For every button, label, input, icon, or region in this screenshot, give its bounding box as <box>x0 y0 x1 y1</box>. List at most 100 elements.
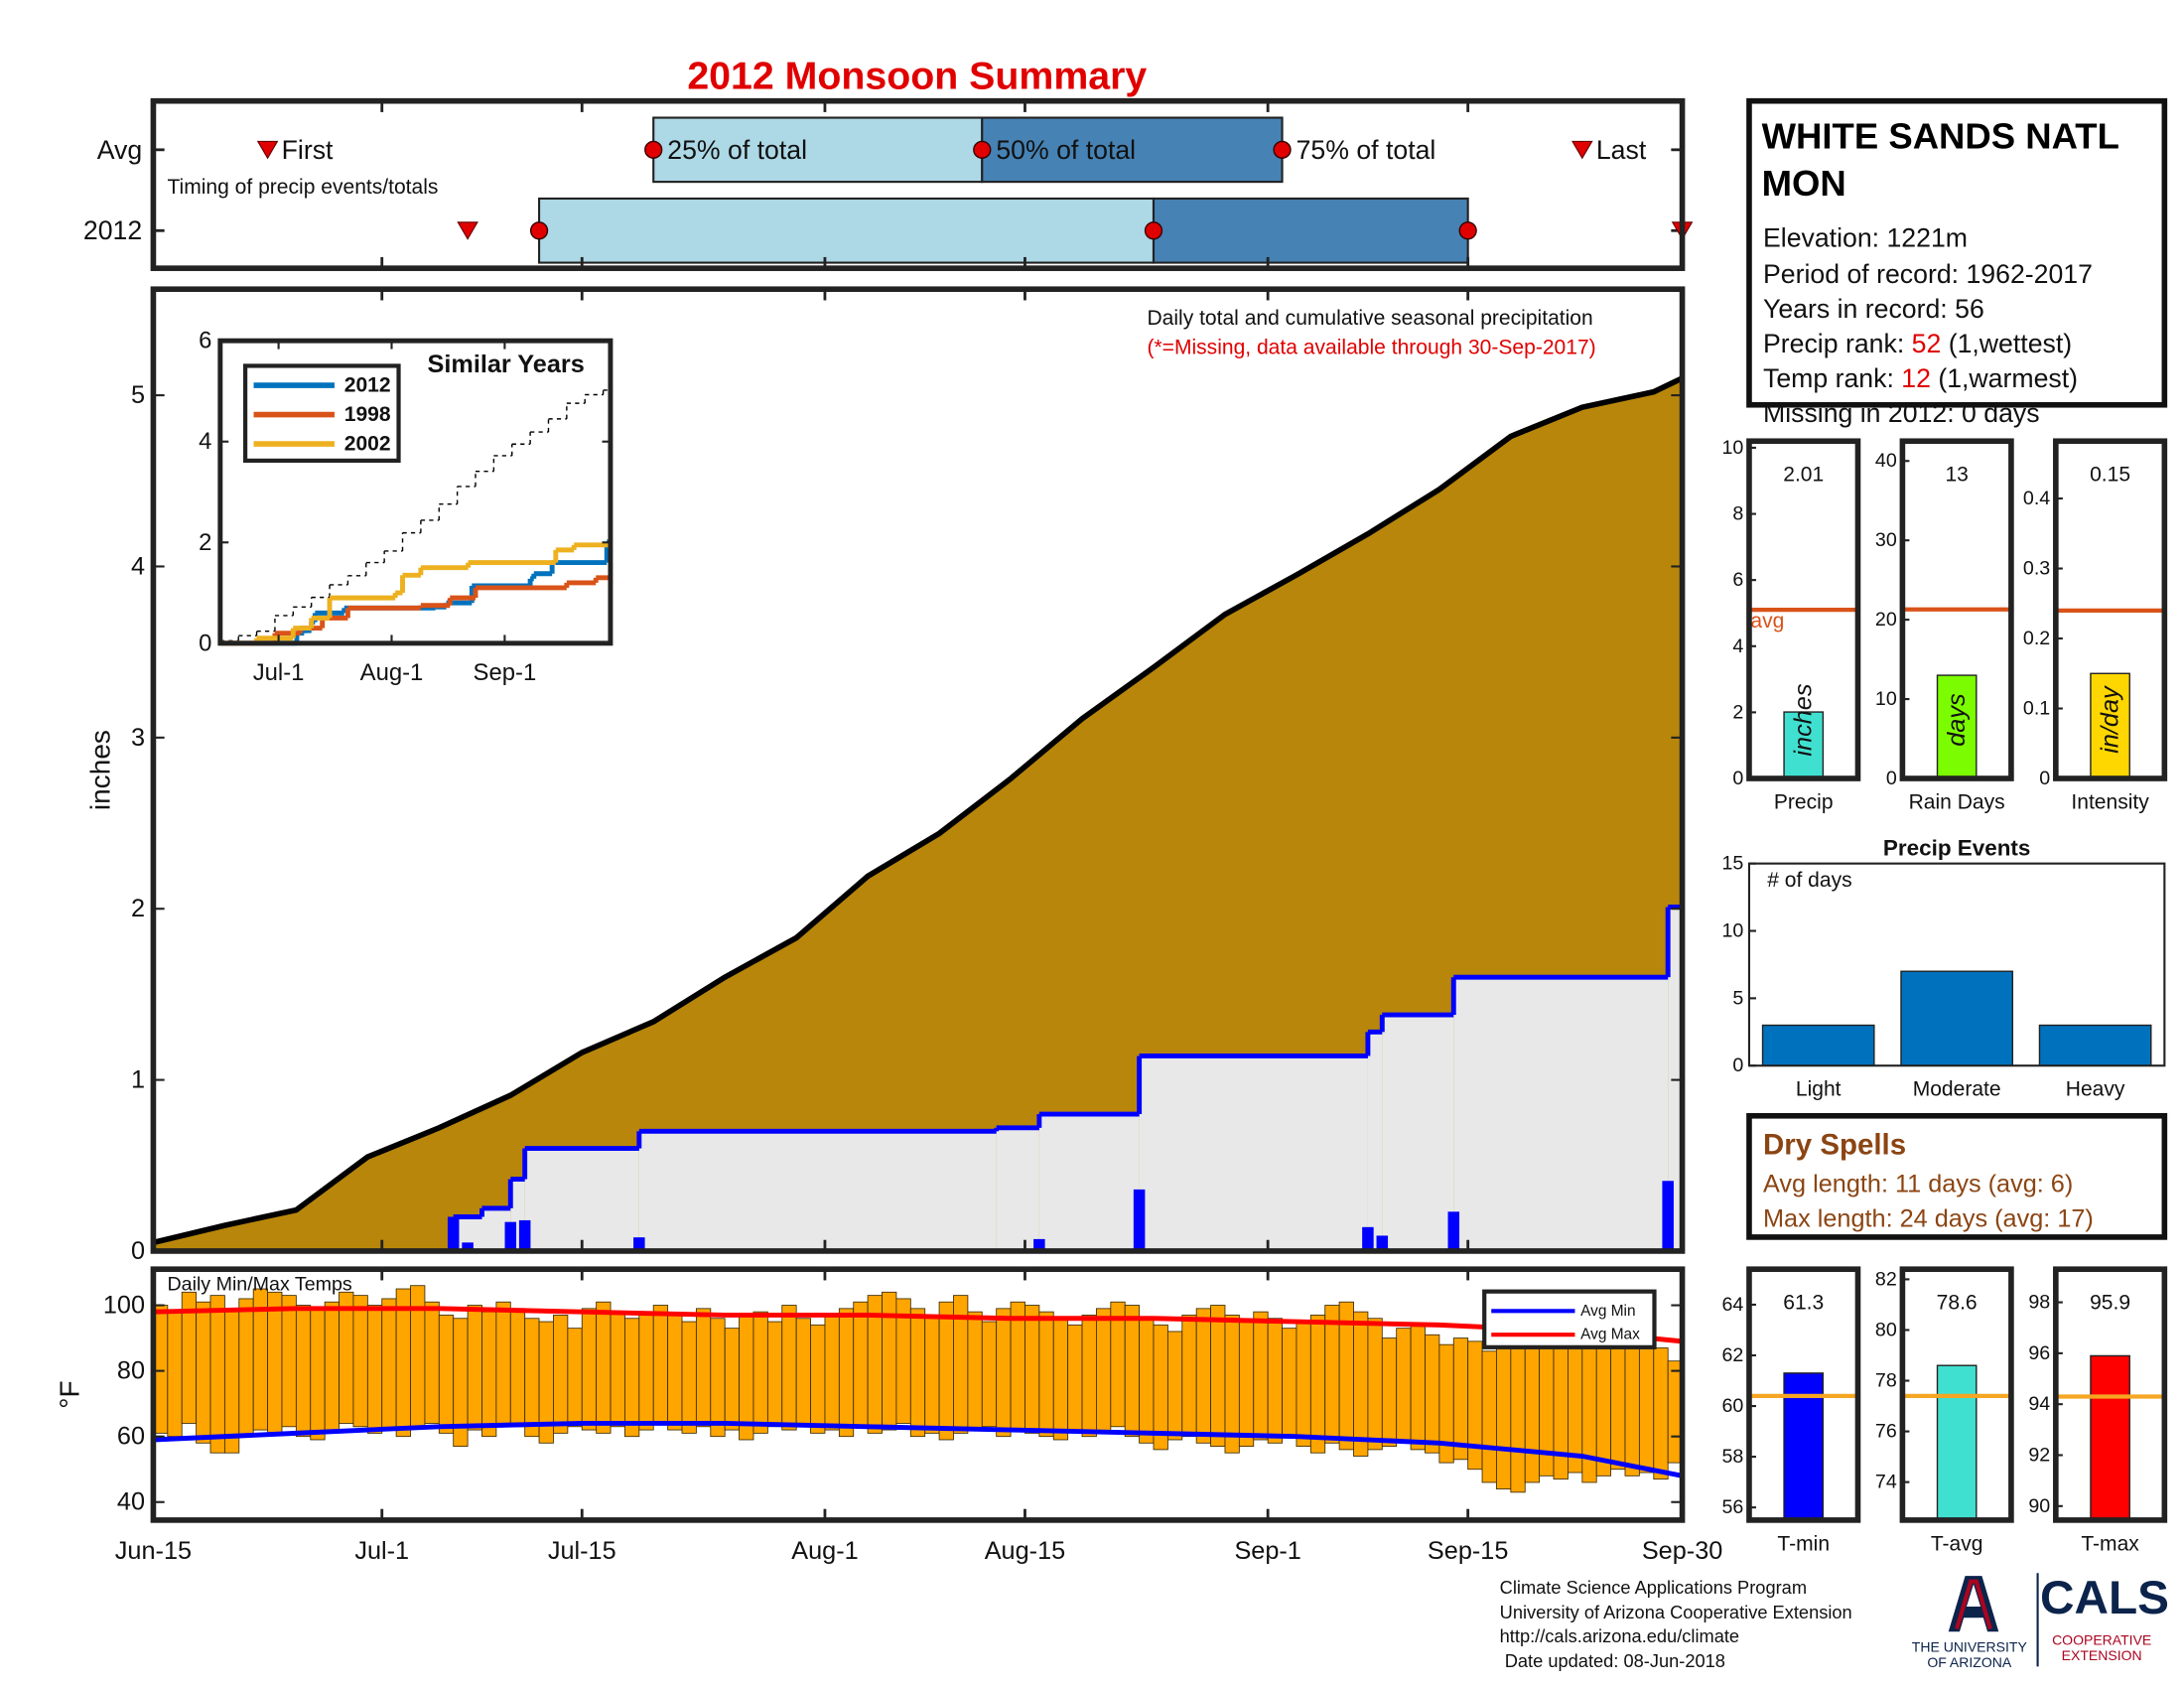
daily-bar <box>462 1242 474 1251</box>
y-tick-label: 82 <box>1875 1268 1897 1290</box>
extension-name: COOPERATIVE <box>2052 1632 2151 1648</box>
temp-range-bar <box>1081 1315 1097 1438</box>
temp-range-bar <box>223 1308 240 1454</box>
ua-name: THE UNIVERSITY <box>1912 1639 2028 1655</box>
chart-title: 2012 Monsoon Summary <box>687 54 1147 97</box>
y-tick-label: 5 <box>1732 987 1743 1009</box>
x-tick-label: Jul-15 <box>548 1537 616 1565</box>
temp-range-bar <box>766 1321 783 1428</box>
y-tick-label: 60 <box>117 1423 145 1451</box>
temp-range-bar <box>1253 1311 1269 1441</box>
x-tick-label: Aug-15 <box>985 1537 1065 1565</box>
observed-area <box>1382 1015 1454 1251</box>
dry-spells-title: Dry Spells <box>1763 1129 1906 1162</box>
axes-box <box>1899 1266 2014 1523</box>
total-dot <box>644 140 663 159</box>
legend-label: Avg Min <box>1580 1303 1636 1320</box>
y-tick-label: 80 <box>1875 1319 1897 1340</box>
y-tick-label: 0 <box>1732 768 1743 789</box>
y-axis-label: °F <box>55 1380 85 1408</box>
temp-range-bar <box>1353 1311 1369 1457</box>
bar <box>2090 672 2130 779</box>
temp-range-bar <box>667 1315 683 1431</box>
y-tick-label: 98 <box>2028 1292 2050 1314</box>
y-tick-label: 40 <box>1875 450 1897 472</box>
row-label: 2012 <box>83 215 142 245</box>
y-tick-label: 96 <box>2028 1342 2050 1364</box>
temp-range-bar <box>196 1301 211 1444</box>
temp-range-bar <box>339 1291 354 1424</box>
temp-range-bar <box>1467 1340 1483 1471</box>
timing-label: 25% of total <box>667 135 807 165</box>
y-tick-label: 10 <box>1721 437 1743 459</box>
inset-title: Similar Years <box>427 351 584 378</box>
y-tick-label: 100 <box>103 1292 145 1320</box>
observed-area <box>1453 977 1669 1251</box>
x-tick-label: T-max <box>2081 1532 2139 1555</box>
panel-title: Daily Min/Max Temps <box>167 1274 351 1296</box>
temp-range-bar <box>1381 1337 1398 1448</box>
x-tick-label: T-avg <box>1931 1532 1983 1555</box>
legend-label: 1998 <box>344 403 391 426</box>
chart-title: Precip Events <box>1883 836 2031 861</box>
temp-range-bar <box>996 1308 1012 1438</box>
temp-range-bar <box>1224 1315 1240 1454</box>
temp-range-bar <box>1624 1343 1640 1477</box>
temp-range-bar <box>352 1295 368 1428</box>
y-tick-label: 56 <box>1721 1496 1743 1518</box>
daily-bar <box>518 1219 531 1251</box>
temp-range-bar <box>1496 1334 1512 1489</box>
y-tick-label: 74 <box>1875 1472 1897 1493</box>
y-tick-label: 60 <box>1721 1395 1743 1417</box>
temp-range-bar <box>909 1308 926 1438</box>
temp-range-bar <box>1410 1324 1426 1451</box>
x-tick-label: Light <box>1796 1078 1842 1101</box>
legend-label: Avg Max <box>1580 1327 1640 1343</box>
temp-range-bar <box>824 1315 840 1431</box>
temp-range-bar <box>1052 1318 1069 1441</box>
timing-label: First <box>282 135 334 165</box>
timing-label: 75% of total <box>1297 135 1436 165</box>
temp-range-bar <box>424 1301 440 1424</box>
daily-bar <box>1662 1181 1674 1251</box>
temp-range-bar <box>1324 1305 1340 1444</box>
temp-range-bar <box>1166 1331 1183 1441</box>
y-tick-label: 2 <box>131 895 145 922</box>
y-tick-label: 76 <box>1875 1421 1897 1443</box>
station-box <box>1746 97 2168 408</box>
axes-box <box>150 97 1686 271</box>
value-label: 95.9 <box>2090 1291 2130 1314</box>
temp-range-bar <box>495 1301 511 1424</box>
rank-value: 12 <box>1901 363 1931 393</box>
timing-label: Last <box>1596 135 1647 165</box>
axes-box <box>150 1266 1686 1523</box>
cals-name: CALS <box>2040 1572 2169 1624</box>
temp-range-bar <box>366 1305 383 1434</box>
y-tick-label: 3 <box>131 724 145 752</box>
avg-temp-line <box>153 1306 1683 1344</box>
rank-note: (1,warmest) <box>1938 363 2078 393</box>
temp-range-bar <box>310 1308 326 1441</box>
temp-range-bar <box>638 1311 654 1431</box>
daily-bar <box>1376 1235 1389 1251</box>
bar <box>1936 674 1978 779</box>
y-tick-label: 0.2 <box>2023 628 2050 649</box>
temp-range-bar <box>1038 1311 1054 1438</box>
y-tick-label: 0 <box>1732 1055 1743 1076</box>
temp-range-bar <box>1638 1340 1655 1474</box>
x-tick-label: Aug-1 <box>791 1537 858 1565</box>
x-tick-label: Jul-1 <box>354 1537 409 1565</box>
y-tick-label: 8 <box>1732 503 1743 525</box>
temp-range-bar <box>1553 1343 1569 1480</box>
temp-range-bar <box>481 1311 497 1438</box>
ua-logo-mark <box>1948 1576 1999 1632</box>
temp-range-bar <box>1510 1328 1526 1493</box>
bar <box>1900 970 2014 1066</box>
y-tick-label: 90 <box>2028 1495 2050 1517</box>
station-name-holder: WHITE SANDS NATL MON <box>1762 115 2119 205</box>
dry-spells-box <box>1746 1112 2168 1240</box>
axes-box <box>217 338 614 646</box>
annotation: # of days <box>1767 869 1851 892</box>
